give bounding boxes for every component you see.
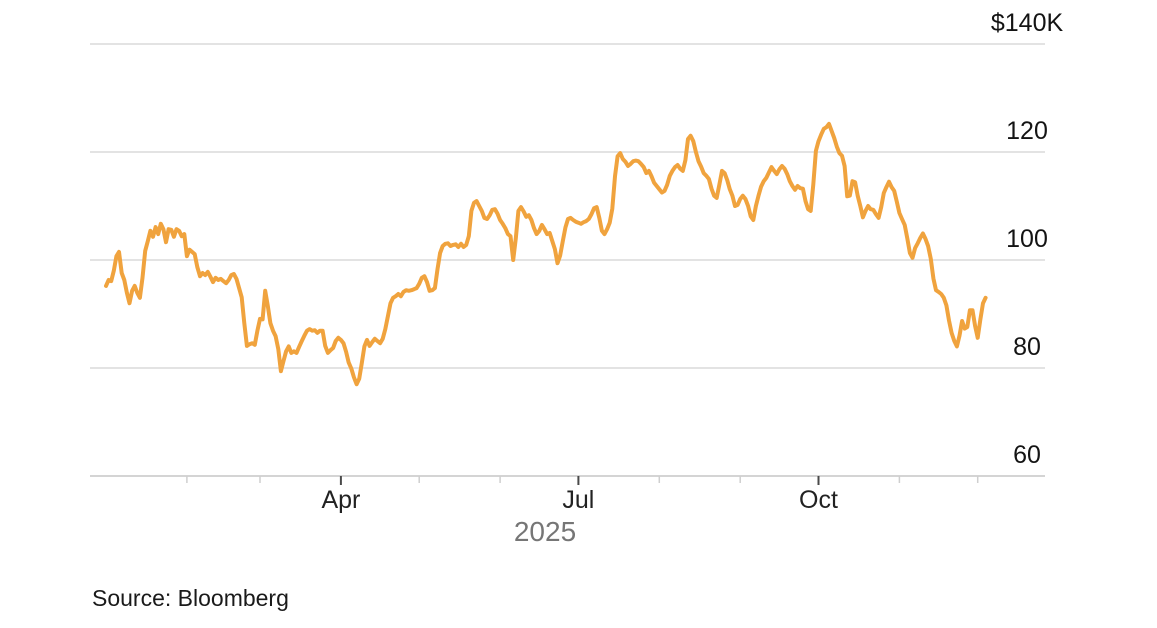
x-axis-year-label: 2025 bbox=[513, 516, 577, 547]
price-line bbox=[104, 121, 988, 387]
x-axis-label-oct: Oct bbox=[799, 486, 838, 514]
y-axis-label-140: $140K bbox=[990, 9, 1064, 37]
y-axis-label-100: 100 bbox=[1006, 225, 1048, 253]
x-axis-label-jul: Jul bbox=[562, 486, 595, 514]
y-axis-label-120: 120 bbox=[1006, 117, 1048, 145]
y-axis-label-80: 80 bbox=[1013, 333, 1041, 361]
x-axis-label-apr: Apr bbox=[321, 486, 361, 514]
y-axis-label-60: 60 bbox=[1013, 441, 1041, 469]
source-label: Source: Bloomberg bbox=[92, 585, 289, 611]
